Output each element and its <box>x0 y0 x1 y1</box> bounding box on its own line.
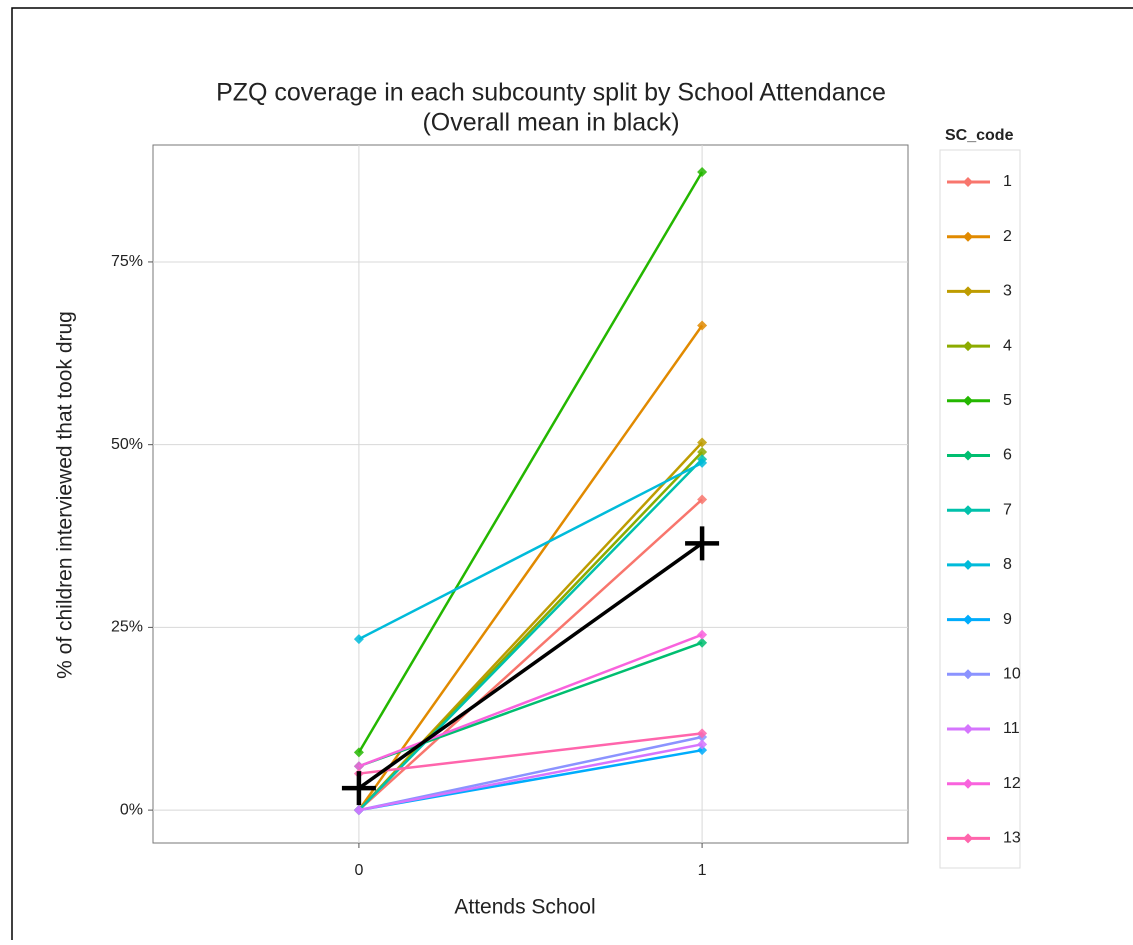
legend-title: SC_code <box>945 127 1014 144</box>
legend-label: 2 <box>1003 228 1012 245</box>
data-point <box>697 457 708 468</box>
legend-swatch-point <box>963 450 973 461</box>
mean-line <box>357 541 704 790</box>
chart-title: PZQ coverage in each subcounty split by … <box>216 79 886 107</box>
data-point <box>697 320 708 331</box>
x-tick-label: 0 <box>354 862 363 879</box>
legend-label: 3 <box>1003 283 1012 300</box>
legend-label: 9 <box>1003 611 1012 628</box>
legend-label: 5 <box>1003 392 1012 409</box>
data-point <box>353 634 364 645</box>
series-line <box>358 732 703 775</box>
legend-label: 10 <box>1003 666 1021 683</box>
data-point <box>353 761 364 772</box>
legend-label: 11 <box>1003 720 1020 737</box>
data-point <box>353 747 364 758</box>
data-point <box>697 446 708 457</box>
series-line <box>358 498 703 812</box>
legend-swatch-point <box>963 669 973 680</box>
legend-label: 6 <box>1003 447 1012 464</box>
y-tick-label: 50% <box>111 436 143 453</box>
y-axis-label: % of children interviewed that took drug <box>54 311 77 679</box>
legend-label: 13 <box>1003 830 1021 847</box>
y-tick-label: 0% <box>120 801 143 818</box>
y-tick-label: 25% <box>111 619 143 636</box>
data-point <box>697 167 708 178</box>
legend-swatch-point <box>963 724 973 734</box>
legend-swatch-point <box>963 177 973 187</box>
data-point <box>697 637 708 648</box>
mean-point <box>685 526 720 561</box>
y-tick-label: 75% <box>111 253 143 270</box>
series-line <box>358 458 703 811</box>
plot-panel <box>152 144 909 844</box>
x-axis-label: Attends School <box>454 896 595 919</box>
legend-label: 12 <box>1003 775 1021 792</box>
data-point <box>353 805 364 816</box>
legend-swatch-point <box>963 395 973 406</box>
series-line <box>357 324 704 811</box>
mean-point <box>341 771 376 806</box>
legend-swatch-point <box>963 231 973 242</box>
x-tick-label: 1 <box>698 862 707 879</box>
data-point <box>697 494 708 505</box>
legend-label: 7 <box>1003 501 1012 518</box>
legend-label: 1 <box>1003 173 1012 190</box>
legend-label: 4 <box>1003 337 1012 354</box>
series-line <box>357 171 704 754</box>
legend-swatch-point <box>963 778 973 789</box>
series-line <box>358 633 703 768</box>
legend-swatch-point <box>963 505 973 516</box>
series-line <box>358 743 703 812</box>
chart-subtitle: (Overall mean in black) <box>422 109 679 137</box>
legend-swatch-point <box>963 833 973 844</box>
legend-swatch-point <box>963 341 973 352</box>
series-line <box>358 461 703 641</box>
data-point <box>697 745 708 756</box>
legend-swatch-point <box>963 614 973 625</box>
data-point <box>697 728 708 739</box>
data-point <box>697 629 708 640</box>
data-point <box>697 437 708 448</box>
legend-label: 8 <box>1003 556 1012 573</box>
legend-swatch-point <box>963 286 973 297</box>
legend-swatch-point <box>963 559 973 570</box>
data-point <box>697 739 708 750</box>
